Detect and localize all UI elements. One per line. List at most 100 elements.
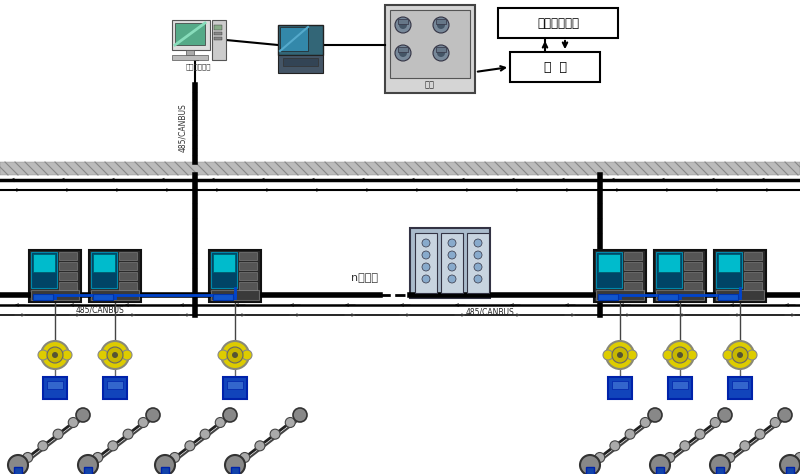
Bar	[43, 377, 67, 399]
Bar	[624, 272, 642, 280]
Circle shape	[138, 418, 148, 428]
Circle shape	[422, 263, 430, 271]
Bar	[684, 282, 702, 290]
Bar	[278, 55, 323, 73]
Bar	[103, 377, 127, 399]
Bar	[624, 252, 642, 260]
Circle shape	[474, 263, 482, 271]
Circle shape	[723, 350, 733, 360]
Circle shape	[610, 441, 620, 451]
Circle shape	[594, 453, 605, 463]
Bar	[744, 282, 762, 290]
Bar	[728, 377, 752, 399]
Circle shape	[603, 350, 613, 360]
Circle shape	[663, 350, 673, 360]
Bar	[596, 252, 622, 288]
Bar	[59, 282, 77, 290]
Bar	[239, 282, 257, 290]
Circle shape	[780, 455, 800, 474]
Circle shape	[448, 263, 456, 271]
Bar	[732, 381, 748, 389]
Bar	[656, 252, 682, 288]
Bar	[119, 282, 137, 290]
Circle shape	[123, 429, 133, 439]
Bar	[211, 252, 237, 288]
Bar	[33, 294, 53, 300]
Bar	[658, 254, 680, 272]
Bar	[33, 254, 55, 272]
Circle shape	[255, 441, 265, 451]
Circle shape	[62, 350, 72, 360]
Circle shape	[293, 408, 307, 422]
Circle shape	[53, 429, 63, 439]
Bar	[161, 467, 169, 474]
Circle shape	[122, 350, 132, 360]
Circle shape	[242, 350, 252, 360]
Bar	[239, 272, 257, 280]
Bar	[231, 467, 239, 474]
Text: n条皮带: n条皮带	[351, 273, 378, 283]
Circle shape	[718, 408, 732, 422]
Circle shape	[185, 441, 195, 451]
Circle shape	[232, 352, 238, 358]
Circle shape	[580, 455, 600, 474]
Bar	[214, 32, 222, 35]
Circle shape	[627, 350, 637, 360]
Bar	[398, 19, 408, 24]
Circle shape	[650, 455, 670, 474]
Bar	[436, 19, 446, 24]
Bar	[467, 233, 489, 293]
Bar	[716, 252, 742, 288]
Circle shape	[625, 429, 635, 439]
Bar	[280, 27, 308, 51]
Bar	[385, 5, 475, 93]
Bar	[214, 37, 222, 40]
Circle shape	[747, 350, 757, 360]
Bar	[91, 252, 117, 288]
Circle shape	[395, 17, 411, 33]
Circle shape	[732, 347, 748, 363]
Circle shape	[107, 347, 123, 363]
Circle shape	[695, 429, 705, 439]
Circle shape	[98, 350, 108, 360]
Bar	[744, 272, 762, 280]
Circle shape	[687, 350, 697, 360]
Circle shape	[22, 453, 33, 463]
Circle shape	[41, 341, 69, 369]
Bar	[93, 254, 115, 272]
Circle shape	[474, 239, 482, 247]
Circle shape	[47, 347, 63, 363]
Circle shape	[726, 341, 754, 369]
Text: 管控: 管控	[425, 81, 435, 90]
Circle shape	[108, 441, 118, 451]
Circle shape	[474, 275, 482, 283]
Bar	[278, 25, 323, 55]
Bar	[608, 377, 632, 399]
Circle shape	[770, 418, 780, 428]
Bar	[239, 262, 257, 270]
Circle shape	[38, 441, 48, 451]
Bar	[172, 55, 208, 60]
Text: 矿  调: 矿 调	[543, 61, 566, 73]
Bar	[441, 233, 463, 293]
Bar	[656, 467, 664, 474]
Circle shape	[737, 352, 743, 358]
Bar	[14, 467, 22, 474]
Circle shape	[617, 352, 623, 358]
Circle shape	[665, 453, 674, 463]
Circle shape	[8, 455, 28, 474]
Bar	[624, 282, 642, 290]
Circle shape	[399, 49, 407, 57]
Bar	[91, 290, 139, 300]
Circle shape	[422, 239, 430, 247]
Bar	[93, 294, 113, 300]
Bar	[186, 50, 194, 55]
Circle shape	[155, 455, 175, 474]
Bar	[59, 272, 77, 280]
Bar	[119, 252, 137, 260]
Bar	[598, 294, 618, 300]
Circle shape	[725, 453, 734, 463]
Bar	[89, 250, 141, 302]
Circle shape	[448, 275, 456, 283]
Circle shape	[755, 429, 765, 439]
